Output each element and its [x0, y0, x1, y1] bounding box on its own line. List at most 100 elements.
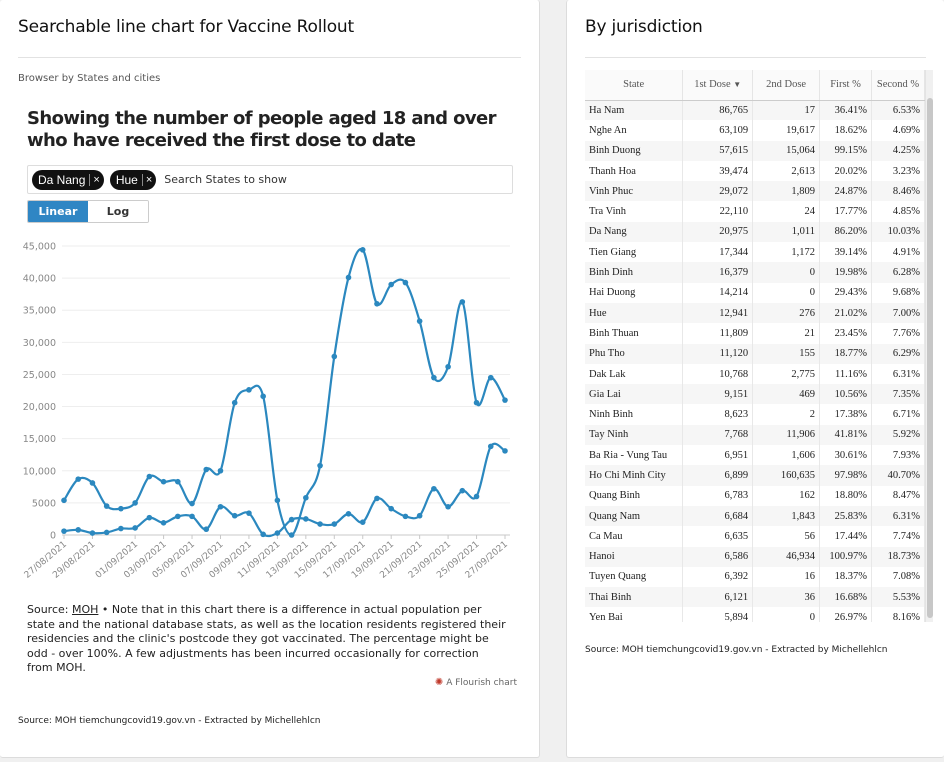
table-scrollbar[interactable] — [925, 70, 933, 622]
chip-label: Da Nang — [38, 172, 86, 187]
cell-state: Ca Mau — [585, 526, 684, 547]
cell-second-dose: 162 — [752, 485, 821, 506]
table-row: Binh Duong 57,615 15,064 99.15% 4.25% — [585, 140, 925, 161]
y-tick-label: 25,000 — [23, 370, 56, 381]
column-header-second-pct[interactable]: Second % — [871, 70, 925, 101]
cell-second-pct: 6.29% — [871, 343, 925, 364]
data-point — [260, 393, 266, 400]
data-point — [459, 299, 466, 305]
cell-second-pct: 7.93% — [871, 445, 925, 466]
cell-second-dose: 1,172 — [752, 242, 821, 263]
cell-first-pct: 20.02% — [819, 160, 873, 182]
flourish-credit[interactable]: ✺ A Flourish chart — [435, 677, 517, 688]
cell-state: Ninh Binh — [585, 404, 684, 425]
cell-second-dose: 36 — [752, 587, 821, 608]
cell-second-pct: 40.70% — [871, 465, 925, 486]
cell-second-pct: 4.25% — [871, 140, 925, 161]
scrollbar-thumb[interactable] — [927, 98, 933, 618]
table-row: Hai Duong 14,214 0 29.43% 9.68% — [585, 282, 925, 303]
data-point — [402, 513, 409, 520]
flourish-logo-icon: ✺ — [434, 677, 444, 688]
data-point — [303, 516, 309, 522]
line-chart-card: Searchable line chart for Vaccine Rollou… — [0, 0, 540, 758]
data-point — [359, 519, 366, 525]
state-search-box[interactable]: Da Nang × Hue × Search States to show — [27, 165, 513, 194]
data-point — [61, 528, 67, 534]
cell-first-dose: 6,783 — [682, 485, 754, 506]
data-point — [388, 505, 394, 512]
y-tick-label: 0 — [50, 531, 56, 542]
cell-second-dose: 21 — [752, 323, 821, 344]
data-point — [445, 503, 451, 510]
chip-hue[interactable]: Hue × — [109, 169, 157, 190]
data-point — [103, 503, 110, 509]
cell-second-pct: 7.76% — [871, 323, 925, 344]
cell-second-pct: 6.31% — [871, 363, 925, 385]
cell-state: Ba Ria - Vung Tau — [585, 445, 684, 466]
cell-first-pct: 23.45% — [819, 323, 873, 344]
cell-first-pct: 26.97% — [819, 607, 873, 622]
chip-da-nang[interactable]: Da Nang × — [32, 169, 104, 190]
source-note: Source: MOH • Note that in this chart th… — [27, 603, 507, 676]
cell-state: Vinh Phuc — [585, 181, 684, 202]
cell-first-pct: 99.15% — [819, 140, 873, 161]
cell-state: Quang Binh — [585, 485, 684, 506]
data-point — [374, 301, 380, 307]
cell-state: Ha Nam — [585, 100, 684, 121]
cell-first-dose: 6,121 — [682, 587, 754, 608]
cell-first-pct: 29.43% — [819, 282, 873, 303]
cell-first-pct: 18.62% — [819, 120, 873, 141]
table-row: Hanoi 6,586 46,934 100.97% 18.73% — [585, 546, 925, 567]
cell-second-dose: 2 — [752, 404, 821, 425]
chip-remove-icon[interactable]: × — [89, 173, 100, 186]
column-header-first-dose[interactable]: 1st Dose ▼ — [682, 70, 754, 101]
chart-heading: Showing the number of people aged 18 and… — [27, 108, 496, 151]
source-link[interactable]: MOH — [71, 603, 99, 616]
cell-second-pct: 10.03% — [871, 221, 925, 243]
column-header-state[interactable]: State — [585, 70, 684, 101]
data-point — [160, 478, 167, 485]
cell-second-pct: 7.00% — [871, 302, 925, 324]
cell-first-dose: 10,768 — [682, 363, 754, 385]
cell-second-pct: 18.73% — [871, 546, 925, 567]
data-point — [502, 448, 508, 454]
column-header-first-pct[interactable]: First % — [819, 70, 873, 101]
cell-second-dose: 0 — [752, 607, 821, 622]
cell-state: Hai Duong — [585, 282, 684, 303]
cell-first-pct: 41.81% — [819, 424, 873, 446]
table-row: Tay Ninh 7,768 11,906 41.81% 5.92% — [585, 424, 925, 446]
cell-first-pct: 16.68% — [819, 587, 873, 608]
data-point — [132, 525, 138, 531]
y-tick-label: 40,000 — [23, 274, 56, 285]
cell-second-pct: 4.85% — [871, 201, 925, 222]
cell-first-dose: 39,474 — [682, 160, 754, 182]
cell-second-pct: 7.08% — [871, 566, 925, 588]
linear-scale-button[interactable]: Linear — [28, 201, 88, 222]
cell-second-dose: 160,635 — [752, 465, 821, 486]
table-row: Gia Lai 9,151 469 10.56% 7.35% — [585, 384, 925, 405]
series-line-1 — [63, 442, 506, 538]
jurisdiction-table-wrap[interactable]: State 1st Dose ▼ 2nd Dose First % Second… — [585, 70, 925, 622]
search-input[interactable]: Search States to show — [164, 173, 287, 186]
data-point — [416, 512, 423, 519]
table-body: Ha Nam 86,765 17 36.41% 6.53% Nghe An 63,109 19… — [585, 100, 925, 622]
cell-second-pct: 9.68% — [871, 282, 925, 303]
cell-first-pct: 24.87% — [819, 181, 873, 202]
table-row: Binh Thuan 11,809 21 23.45% 7.76% — [585, 323, 925, 344]
column-header-second-dose[interactable]: 2nd Dose — [752, 70, 821, 101]
table-row: Ha Nam 86,765 17 36.41% 6.53% — [585, 100, 925, 121]
cell-first-dose: 8,623 — [682, 404, 754, 425]
cell-first-pct: 11.16% — [819, 363, 873, 385]
cell-second-pct: 5.53% — [871, 587, 925, 608]
data-point — [431, 485, 437, 492]
cell-second-pct: 3.23% — [871, 160, 925, 182]
data-point — [416, 318, 423, 324]
cell-first-dose: 57,615 — [682, 140, 754, 161]
chip-remove-icon[interactable]: × — [141, 173, 152, 186]
log-scale-button[interactable]: Log — [88, 201, 148, 222]
cell-first-dose: 6,392 — [682, 566, 754, 588]
data-point — [288, 516, 295, 523]
card-title: Searchable line chart for Vaccine Rollou… — [18, 17, 354, 37]
cell-first-pct: 17.77% — [819, 201, 873, 222]
cell-state: Hue — [585, 302, 684, 324]
